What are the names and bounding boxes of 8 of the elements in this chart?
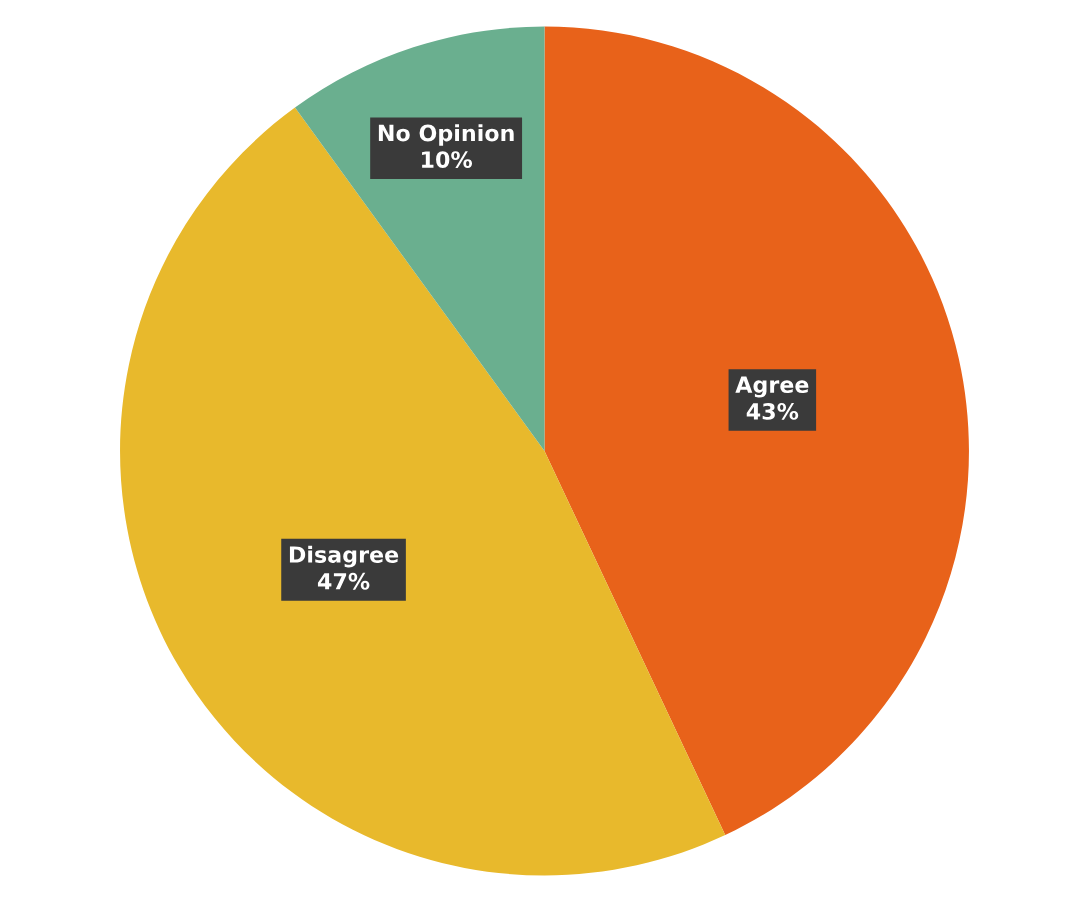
slice-label: Disagree: [289, 545, 399, 568]
slice-label: No Opinion: [378, 124, 514, 146]
data-label: 47%: [317, 572, 370, 590]
pie-slice: [120, 107, 726, 876]
pie-slice: [544, 26, 969, 836]
slice-label: Agree: [735, 376, 809, 398]
data-label: 10%: [422, 151, 473, 168]
data-label: 43%: [746, 403, 799, 420]
